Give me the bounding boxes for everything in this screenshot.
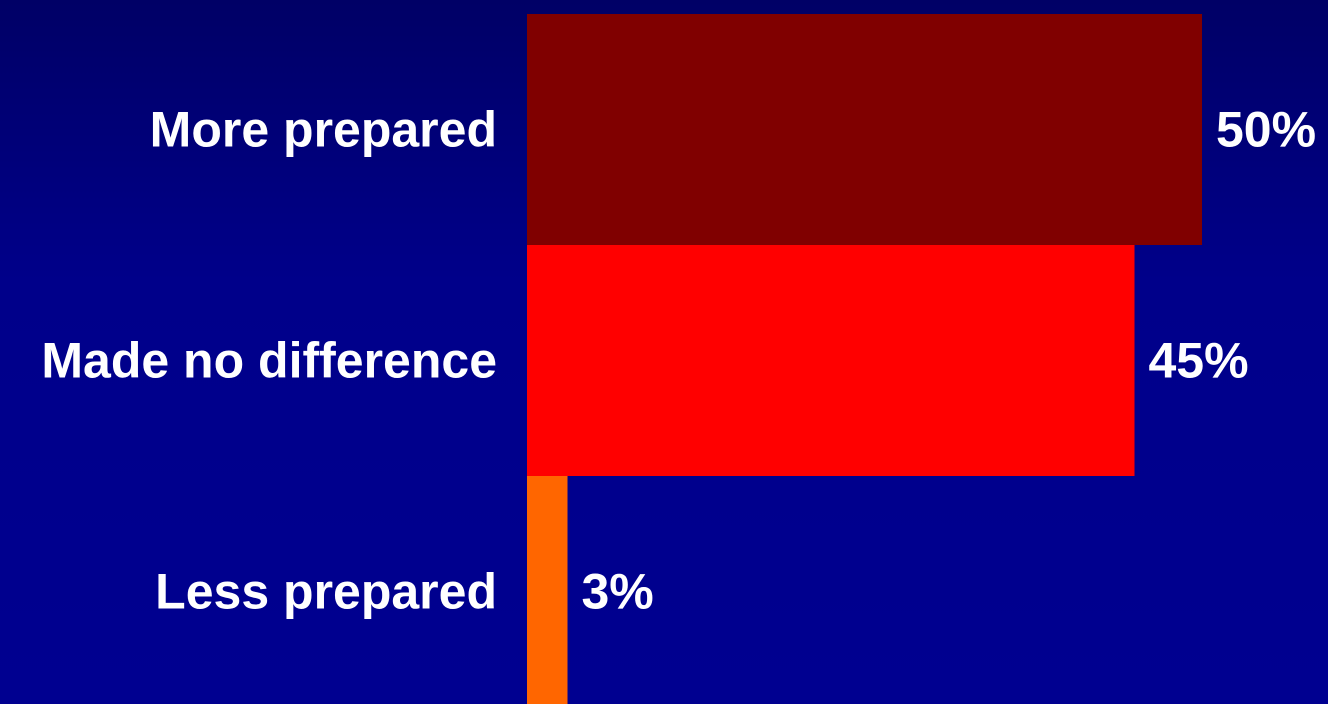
bar-less-prepared (527, 476, 568, 704)
bar-more-prepared (527, 14, 1202, 245)
category-label-less-prepared: Less prepared (155, 564, 497, 620)
bars-layer (527, 14, 1202, 704)
labels-layer: More prepared 50% Made no difference 45% Les… (41, 102, 1316, 620)
category-label-made-no-difference: Made no difference (41, 333, 497, 389)
bar-made-no-difference (527, 245, 1135, 476)
category-label-more-prepared: More prepared (150, 102, 497, 158)
value-label-more-prepared: 50% (1216, 102, 1316, 158)
value-label-less-prepared: 3% (582, 564, 654, 620)
value-label-made-no-difference: 45% (1149, 333, 1249, 389)
